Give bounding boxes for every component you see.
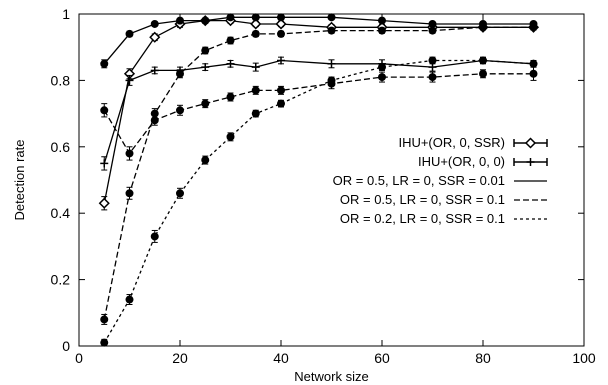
series-layer: [98, 13, 540, 347]
circle-marker: [327, 26, 336, 35]
circle-marker: [226, 93, 235, 101]
axes: 0 20 40 60 80 100 0 0.2 0.4 0.6 0.8 1: [51, 6, 596, 366]
diamond-marker: [98, 197, 110, 209]
circle-marker: [100, 106, 109, 115]
y-tick-label: 0.2: [51, 272, 71, 288]
circle-marker: [150, 232, 159, 241]
circle-marker: [378, 16, 386, 25]
circle-marker: [479, 69, 487, 78]
circle-marker: [100, 338, 109, 347]
circle-marker: [378, 26, 386, 35]
circle-marker: [251, 13, 260, 22]
circle-marker: [428, 26, 437, 35]
y-axis-label: Detection rate: [12, 140, 27, 221]
y-tick-label: 0.6: [51, 139, 71, 155]
x-tick-label: 40: [273, 350, 289, 366]
legend-label: IHU+(OR, 0, 0): [418, 154, 505, 169]
x-tick-label: 0: [75, 350, 83, 366]
circle-marker: [125, 189, 134, 198]
y-tick-label: 0: [62, 338, 70, 354]
circle-marker: [176, 69, 184, 78]
circle-marker: [150, 19, 159, 28]
circle-marker: [176, 189, 184, 198]
legend-item-0: IHU+(OR, 0, SSR): [398, 135, 548, 150]
circle-marker: [327, 13, 336, 22]
legend: IHU+(OR, 0, SSR) IHU+(OR, 0, 0) OR = 0.5, …: [333, 135, 548, 226]
circle-marker: [277, 29, 285, 38]
diamond-marker: [275, 18, 287, 30]
diamond-marker: [149, 31, 161, 43]
circle-marker: [529, 59, 538, 68]
diamond-marker: [524, 137, 537, 149]
circle-marker: [125, 29, 134, 38]
circle-marker: [277, 99, 285, 108]
legend-label: OR = 0.5, LR = 0, SSR = 0.1: [340, 192, 505, 207]
x-tick-label: 100: [572, 350, 596, 366]
circle-marker: [428, 56, 437, 65]
legend-label: OR = 0.5, LR = 0, SSR = 0.01: [333, 173, 505, 188]
legend-label: OR = 0.2, LR = 0, SSR = 0.1: [340, 211, 505, 226]
circle-marker: [251, 109, 260, 118]
circle-marker: [201, 99, 210, 108]
circle-marker: [125, 295, 134, 304]
circle-marker: [251, 29, 260, 38]
circle-marker: [428, 19, 437, 28]
circle-marker: [176, 106, 184, 115]
series-1: [100, 56, 538, 171]
circle-marker: [378, 63, 386, 72]
circle-marker: [479, 56, 487, 65]
series-2: [100, 13, 538, 69]
circle-marker: [201, 46, 210, 55]
circle-marker: [226, 132, 235, 141]
circle-marker: [125, 149, 134, 158]
circle-marker: [251, 86, 260, 95]
legend-label: IHU+(OR, 0, SSR): [398, 135, 505, 150]
diamond-marker: [250, 18, 262, 30]
series-line: [103, 16, 534, 65]
y-tick-label: 1: [62, 6, 70, 22]
circle-marker: [378, 73, 386, 82]
circle-marker: [201, 156, 210, 165]
circle-marker: [100, 59, 109, 68]
series-5: [100, 56, 538, 347]
x-tick-label: 80: [475, 350, 491, 366]
x-axis-label: Network size: [294, 369, 368, 384]
y-tick-label: 0.8: [51, 72, 71, 88]
legend-item-2: OR = 0.5, LR = 0, SSR = 0.01: [333, 173, 547, 188]
y-tick-label: 0.4: [51, 205, 71, 221]
legend-item-4: OR = 0.2, LR = 0, SSR = 0.1: [340, 211, 547, 226]
circle-marker: [327, 76, 336, 85]
circle-marker: [100, 315, 109, 324]
x-tick-label: 20: [172, 350, 188, 366]
x-tick-label: 60: [374, 350, 390, 366]
legend-item-3: OR = 0.5, LR = 0, SSR = 0.1: [340, 192, 547, 207]
circle-marker: [150, 116, 159, 125]
circle-marker: [277, 13, 285, 22]
legend-item-1: IHU+(OR, 0, 0): [418, 154, 548, 169]
circle-marker: [226, 36, 235, 45]
circle-marker: [479, 23, 487, 32]
circle-marker: [176, 16, 184, 25]
circle-marker: [226, 13, 235, 22]
circle-marker: [277, 86, 285, 95]
circle-marker: [529, 23, 538, 32]
circle-marker: [201, 16, 210, 25]
circle-marker: [529, 69, 538, 78]
circle-marker: [428, 73, 437, 82]
